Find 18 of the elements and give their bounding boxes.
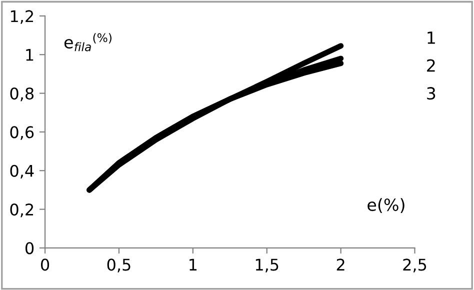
x-tick-label: 2,5 [403,258,426,272]
x-tick-label: 2 [336,258,344,271]
x-tick-label: 1 [190,258,197,271]
text: 3 [427,87,436,100]
y-axis-title: e$_{fila}$$^{(%)}$ [64,33,112,52]
y-tick-label: 1,2 [10,10,34,24]
y-tick-label: 0,6 [10,126,34,140]
x-axis-title: e(%) [368,198,404,214]
y-tick-label: 0,4 [10,164,34,179]
text: 2 [427,59,435,72]
y-tick-label: 1 [26,49,34,61]
y-tick-label: 0 [26,242,34,254]
x-tick-label: 0,5 [107,258,130,272]
x-tick-label: 0 [41,258,50,271]
x-tick-label: 1,5 [256,258,278,272]
text: 1 [428,32,435,44]
y-tick-label: 0,2 [10,203,34,218]
y-tick-label: 0,8 [10,87,34,102]
